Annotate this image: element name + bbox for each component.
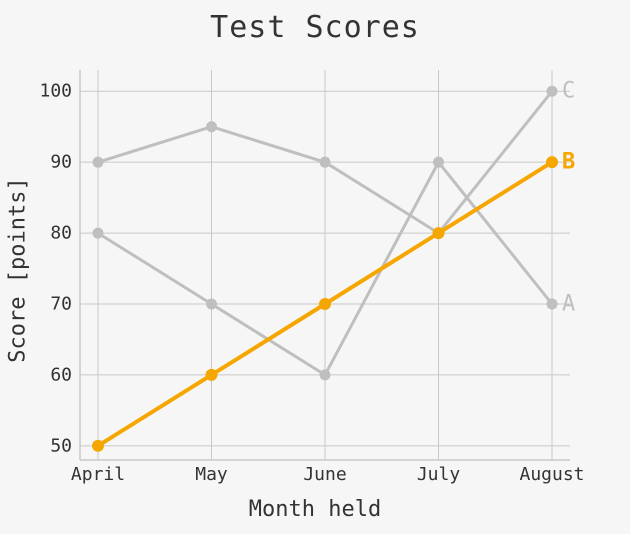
chart-svg [80,70,570,460]
y-tick-label: 50 [50,435,72,456]
series-label-A: A [562,292,575,317]
x-tick-label: April [71,464,125,485]
x-tick-label: June [303,464,346,485]
series-marker-A [434,157,444,167]
series-marker-B [433,228,444,239]
series-marker-A [207,299,217,309]
series-marker-C [93,157,103,167]
x-axis-label: Month held [0,497,630,522]
series-marker-B [547,157,558,168]
chart-title: Test Scores [0,10,630,45]
series-label-C: C [562,79,575,104]
series-marker-C [547,86,557,96]
y-tick-label: 80 [50,223,72,244]
series-marker-A [547,299,557,309]
y-tick-label: 70 [50,294,72,315]
series-marker-A [320,370,330,380]
x-tick-label: July [417,464,460,485]
series-label-B: B [562,150,575,175]
x-tick-label: August [519,464,584,485]
plot-area: 5060708090100 AprilMayJuneJulyAugust ABC [80,70,570,460]
series-marker-C [207,122,217,132]
series-marker-B [320,299,331,310]
series-marker-B [206,369,217,380]
series-marker-A [93,228,103,238]
y-tick-label: 100 [39,81,72,102]
series-marker-C [320,157,330,167]
y-tick-label: 60 [50,364,72,385]
series-marker-B [93,440,104,451]
y-axis-label: Score [points] [6,177,31,362]
chart-container: Test Scores Score [points] Month held 50… [0,0,630,534]
x-tick-label: May [195,464,228,485]
y-tick-label: 90 [50,152,72,173]
